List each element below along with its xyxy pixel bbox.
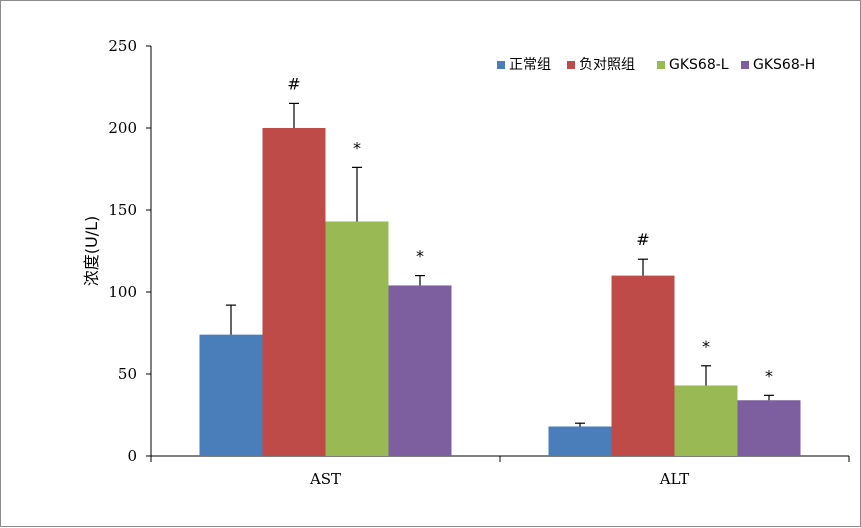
y-tick-label: 200 (108, 119, 137, 137)
significance-marker: # (636, 230, 649, 249)
bar (325, 221, 389, 456)
y-tick-label: 50 (118, 365, 137, 383)
bar (199, 334, 263, 456)
y-tick-label: 0 (127, 447, 137, 465)
y-axis-title: 浓度(U/L) (82, 216, 101, 287)
legend-swatch (741, 61, 749, 69)
bar (262, 128, 326, 456)
significance-marker: * (353, 138, 361, 157)
significance-marker: * (416, 247, 424, 266)
x-tick-label: ALT (659, 470, 690, 488)
legend-swatch (567, 61, 575, 69)
bar (548, 426, 612, 456)
legend-label: 正常组 (509, 57, 551, 73)
x-tick-label: AST (309, 470, 341, 488)
bar (388, 285, 452, 456)
significance-marker: * (702, 337, 710, 356)
significance-marker: * (765, 366, 773, 385)
legend-label: GKS68-H (753, 57, 815, 73)
y-tick-label: 250 (108, 37, 137, 55)
legend-label: 负对照组 (579, 57, 635, 73)
y-tick-label: 150 (108, 201, 137, 219)
legend-swatch (497, 61, 505, 69)
significance-marker: # (287, 74, 300, 93)
bar (611, 275, 675, 456)
bar (737, 400, 801, 456)
bar (674, 385, 738, 456)
y-tick-label: 100 (108, 283, 137, 301)
legend-swatch (657, 61, 665, 69)
legend-label: GKS68-L (669, 57, 729, 73)
